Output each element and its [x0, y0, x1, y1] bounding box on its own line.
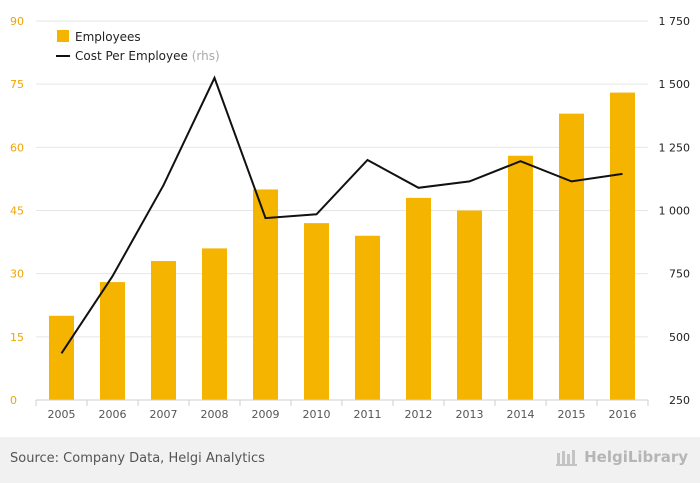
- brand-logo: HelgiLibrary: [556, 448, 688, 466]
- footer: Source: Company Data, Helgi Analytics He…: [0, 437, 700, 483]
- x-tick-label: 2006: [99, 408, 127, 421]
- x-tick-label: 2013: [456, 408, 484, 421]
- x-tick-label: 2010: [303, 408, 331, 421]
- y-left-tick-label: 75: [10, 78, 24, 91]
- y-right-tick-label: 1 750: [659, 15, 691, 28]
- y-left-tick-label: 30: [10, 268, 24, 281]
- y-left-tick-label: 90: [10, 15, 24, 28]
- bar-employees: [151, 261, 176, 400]
- bar-employees: [406, 197, 431, 400]
- brand-name: HelgiLibrary: [584, 448, 688, 466]
- bar-employees: [49, 315, 74, 400]
- legend-swatch-employees: [57, 30, 69, 42]
- legend-label-employees: Employees: [75, 30, 141, 44]
- x-tick-label: 2011: [354, 408, 382, 421]
- bar-employees: [304, 223, 329, 400]
- source-note: Source: Company Data, Helgi Analytics: [10, 451, 265, 466]
- bar-employees: [457, 210, 482, 400]
- x-tick-label: 2005: [48, 408, 76, 421]
- cost-per-employee-line: [60, 75, 623, 354]
- x-tick-label: 2009: [252, 408, 280, 421]
- y-left-tick-label: 45: [10, 205, 24, 218]
- x-tick-label: 2015: [558, 408, 586, 421]
- y-right-tick-label: 1 500: [659, 78, 691, 91]
- combo-chart: 2005 2006 2007 2008 2009 2010 2011 2012 2013 2014…: [10, 15, 690, 421]
- y-right-tick-label: 1 000: [659, 205, 691, 218]
- y-right-tick-label: 750: [669, 268, 690, 281]
- line-cost-per-employee: [60, 75, 623, 354]
- x-tick-label: 2007: [150, 408, 178, 421]
- axes: 2005 2006 2007 2008 2009 2010 2011 2012 2013 2014…: [10, 15, 690, 421]
- x-tick-label: 2014: [507, 408, 535, 421]
- y-left-tick-label: 15: [10, 331, 24, 344]
- y-right-tick-label: 500: [669, 331, 690, 344]
- grid-lines: [36, 20, 648, 338]
- bar-employees: [610, 92, 635, 400]
- y-right-tick-label: 1 250: [659, 141, 691, 154]
- bar-employees: [355, 235, 380, 400]
- bar-employees: [202, 248, 227, 400]
- x-tick-label: 2016: [609, 408, 637, 421]
- y-left-tick-label: 0: [10, 394, 17, 407]
- library-icon: [556, 450, 578, 466]
- bar-employees: [508, 155, 533, 400]
- x-tick-label: 2012: [405, 408, 433, 421]
- legend-rhs-note: (rhs): [192, 49, 220, 63]
- y-right-tick-label: 250: [669, 394, 690, 407]
- legend-label-cost: Cost Per Employee (rhs): [75, 49, 220, 63]
- employees-bars: [49, 92, 635, 401]
- bar-employees: [559, 113, 584, 401]
- y-left-tick-label: 60: [10, 141, 24, 154]
- bar-employees: [100, 282, 125, 400]
- x-tick-label: 2008: [201, 408, 229, 421]
- bar-employees: [253, 189, 278, 400]
- legend: Employees Cost Per Employee (rhs): [56, 30, 220, 63]
